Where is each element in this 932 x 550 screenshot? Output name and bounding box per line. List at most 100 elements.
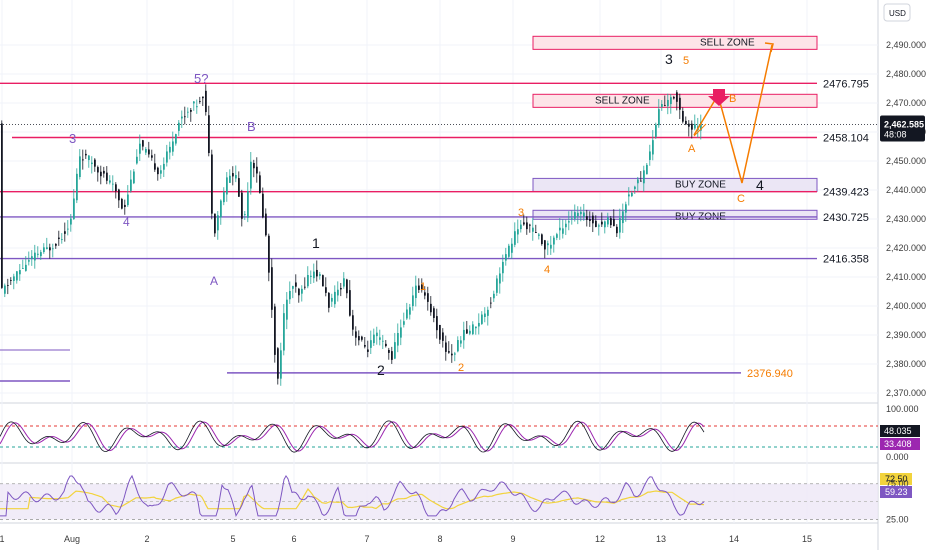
projection-path[interactable] — [693, 44, 773, 184]
price-tick-label: 2,390.000 — [886, 330, 926, 340]
candle-body — [565, 223, 567, 228]
time-tick-label: 9 — [510, 534, 515, 544]
candle-body — [433, 308, 435, 318]
candle-body — [259, 175, 261, 193]
candle-body — [229, 175, 231, 183]
candle-body — [196, 106, 198, 108]
candle-body — [103, 170, 105, 174]
rsi-lower-label: 25.00 — [886, 514, 909, 524]
candle-body — [424, 292, 426, 296]
price-axis[interactable]: USD2,490.0002,480.0002,470.0002,460.0002… — [879, 0, 932, 550]
candle-body — [682, 111, 684, 122]
candle-body — [466, 329, 468, 334]
wave-label: 4 — [123, 215, 130, 229]
zone-box[interactable] — [532, 35, 818, 50]
time-axis[interactable]: 1 Aug 2 5 6 7 8 9 12 13 14 15 — [0, 534, 812, 544]
candle-body — [49, 247, 51, 251]
candle-body — [115, 184, 117, 192]
candle-body — [16, 271, 18, 281]
time-tick-label: 2 — [144, 534, 149, 544]
candle-body — [262, 193, 264, 218]
candle-body — [163, 163, 165, 170]
candle-body — [592, 215, 594, 224]
candle-body — [457, 340, 459, 352]
candle-body — [169, 146, 171, 153]
axis-background — [879, 0, 932, 550]
wave-label: 5 — [683, 55, 689, 67]
candle-body — [472, 324, 474, 335]
current-price-label: 2,462.585 — [884, 120, 924, 130]
candle-body — [580, 211, 582, 215]
rsi-label: 59.23 — [885, 487, 908, 497]
candle-body — [667, 99, 669, 107]
candle-body — [4, 285, 6, 294]
rsi-pane[interactable] — [0, 474, 878, 520]
candle-body — [607, 217, 609, 225]
candle-body — [172, 141, 174, 152]
candle-body — [397, 333, 399, 346]
candle-body — [409, 307, 411, 315]
price-tick-label: 2,440.000 — [886, 185, 926, 195]
candle-body — [202, 96, 204, 99]
candle-body — [214, 213, 216, 234]
level-label: 2416.358 — [823, 254, 869, 266]
currency-button[interactable] — [883, 3, 911, 22]
candle-body — [478, 322, 480, 327]
zone-box[interactable] — [532, 209, 818, 220]
wave-label: 5? — [194, 71, 208, 86]
candle-body — [55, 243, 57, 246]
candle-body — [70, 218, 72, 225]
candle-body — [373, 334, 375, 344]
candle-body — [448, 351, 450, 353]
candle-body — [637, 179, 639, 184]
time-tick-label: 6 — [291, 534, 296, 544]
candle-body — [121, 199, 123, 209]
time-tick-label: 15 — [802, 534, 812, 544]
candle-body — [634, 186, 636, 189]
wave-label: B — [729, 93, 736, 105]
candle-body — [700, 121, 702, 131]
candle-body — [133, 171, 135, 184]
candle-body — [391, 351, 393, 360]
candle-body — [460, 340, 462, 344]
wave-label: B — [247, 119, 256, 134]
time-tick-label: 5 — [230, 534, 235, 544]
time-tick-label: 13 — [656, 534, 666, 544]
candle-body — [430, 303, 432, 313]
stochastic-pane[interactable] — [0, 420, 878, 453]
level-label: 2430.725 — [823, 212, 869, 224]
candle-body — [583, 212, 585, 217]
candle-body — [67, 228, 69, 230]
candle-body — [199, 101, 201, 102]
level-label: 2476.795 — [823, 78, 869, 90]
candle-body — [502, 261, 504, 274]
candle-body — [499, 273, 501, 284]
candle-body — [361, 336, 363, 340]
wave-label: A — [210, 274, 218, 288]
candle-body — [661, 104, 663, 107]
candle-body — [508, 245, 510, 257]
candle-body — [205, 90, 207, 113]
candles — [1, 84, 702, 386]
candle-body — [523, 222, 525, 225]
rsi-tag — [880, 486, 912, 498]
candle-body — [628, 194, 630, 197]
candle-body — [76, 173, 78, 201]
candle-body — [469, 330, 471, 334]
candle-body — [316, 269, 318, 277]
candle-body — [331, 297, 333, 302]
stoch-d-tag — [880, 438, 920, 450]
level-label: 2376.940 — [747, 368, 793, 380]
candle-body — [382, 340, 384, 342]
candle-body — [34, 252, 36, 261]
candle-body — [277, 348, 279, 379]
candle-body — [181, 116, 183, 119]
candle-body — [640, 180, 642, 182]
candle-body — [616, 226, 618, 234]
wave-label: 1 — [420, 281, 426, 293]
candle-body — [376, 332, 378, 337]
zone-box[interactable] — [532, 93, 818, 108]
candle-body — [145, 149, 147, 153]
